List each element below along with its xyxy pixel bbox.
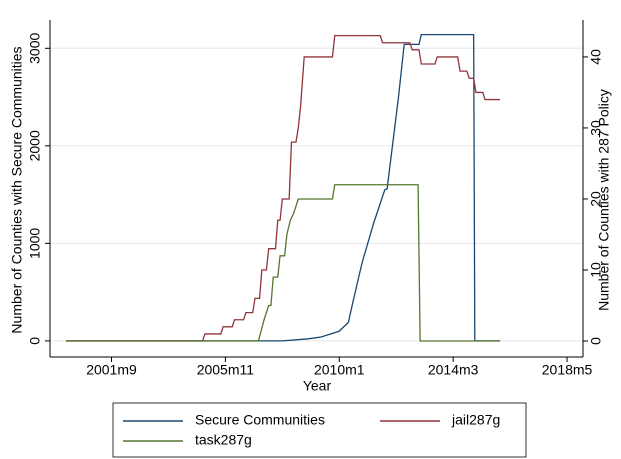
series-line [65,33,501,342]
x-tick-label: 2001m9 [86,362,137,378]
y2-axis-title: Number of Counties with 287 Policy [596,89,612,311]
x-tick-label: 2005m11 [197,362,255,378]
y2-tick-label: 0 [588,337,604,345]
legend-label: task287g [195,432,252,448]
y2-tick-label: 10 [588,262,604,278]
y-axis-title: Number of Counties with Secure Communiti… [9,46,25,333]
y-tick-label: 0 [27,337,43,345]
legend-label: Secure Communities [195,412,325,428]
x-tick-label: 2014m3 [428,362,479,378]
x-tick-label: 2010m1 [314,362,365,378]
y2-tick-label: 40 [588,49,604,65]
legend-label: jail287g [451,412,500,428]
x-axis-title: Year [303,378,332,394]
y-tick-label: 2000 [27,130,43,161]
x-tick-label: 2018m5 [542,362,593,378]
series-line [65,34,501,342]
y-tick-label: 3000 [27,33,43,64]
y-tick-label: 1000 [27,228,43,259]
y2-tick-label: 30 [588,120,604,136]
series-line [65,184,501,342]
legend-box [112,402,527,458]
y2-tick-label: 20 [588,191,604,207]
